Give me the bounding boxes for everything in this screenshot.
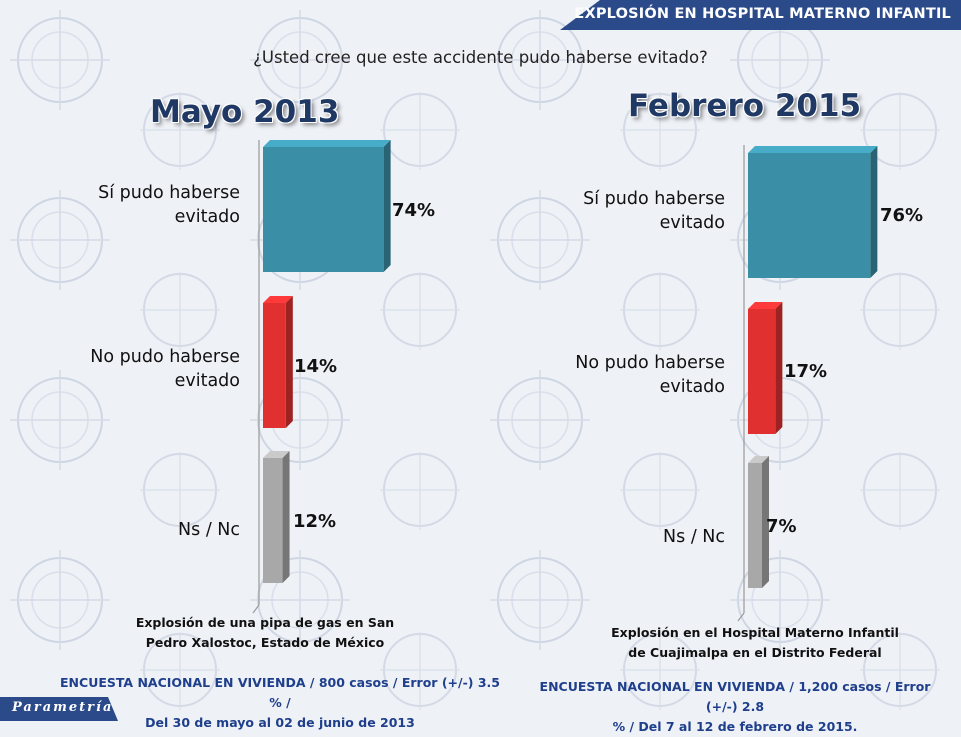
right-bar-no <box>748 309 776 434</box>
left-bar-yes <box>263 147 384 272</box>
right-axis-foot <box>737 612 745 622</box>
logo-band <box>0 697 118 721</box>
right-bar-no-top <box>748 302 783 309</box>
right-value-label-yes: 76% <box>880 205 924 226</box>
left-category-label-no: No pudo haberse evitado <box>90 347 240 391</box>
left-value-label-yes: 74% <box>392 200 436 221</box>
right-bar-no-side <box>775 302 783 434</box>
right-value-label-no: 17% <box>784 361 828 382</box>
right-category-label-ns: Ns / Nc <box>663 527 725 547</box>
left-bar-no <box>263 303 286 428</box>
brand-logo: Parametría <box>12 700 114 715</box>
right-caption: Explosión en el Hospital Materno Infanti… <box>611 625 899 660</box>
left-category-label-ns: Ns / Nc <box>178 520 240 540</box>
left-value-label-ns: 12% <box>293 511 337 532</box>
right-bar-ns <box>748 463 762 588</box>
left-bar-ns <box>263 458 283 583</box>
left-caption: Explosión de una pipa de gas en San Pedro… <box>135 615 395 650</box>
right-value-label-ns: 7% <box>766 516 797 537</box>
right-category-label-yes: Sí pudo haberse evitado <box>583 189 725 233</box>
header-title: EXPLOSIÓN EN HOSPITAL MATERNO INFANTIL <box>574 6 951 22</box>
chart-canvas <box>252 140 878 622</box>
left-category-label-yes: Sí pudo haberse evitado <box>98 183 240 227</box>
header-band <box>560 0 961 30</box>
left-value-label-no: 14% <box>294 356 338 377</box>
left-bar-yes-top <box>263 140 391 147</box>
right-bar-yes <box>748 153 871 278</box>
left-bar-no-side <box>285 296 293 428</box>
left-footnote: ENCUESTA NACIONAL EN VIVIENDA / 800 caso… <box>60 675 500 730</box>
right-bar-ns-side <box>762 456 769 588</box>
right-footnote: ENCUESTA NACIONAL EN VIVIENDA / 1,200 ca… <box>539 679 931 734</box>
panel-title-right: Febrero 2015 <box>628 88 862 124</box>
panel-title-left: Mayo 2013 <box>150 94 340 130</box>
left-axis-foot <box>252 604 260 614</box>
watermark-background <box>0 0 961 721</box>
right-bar-yes-side <box>870 146 878 278</box>
left-bar-yes-side <box>383 140 391 272</box>
left-bar-ns-side <box>282 451 290 583</box>
right-bar-yes-top <box>748 146 878 153</box>
left-bar-no-top <box>263 296 293 303</box>
left-bar-ns-top <box>263 451 290 458</box>
right-category-label-no: No pudo haberse evitado <box>575 353 725 397</box>
question-text: ¿Usted cree que este accidente pudo habe… <box>253 48 708 67</box>
